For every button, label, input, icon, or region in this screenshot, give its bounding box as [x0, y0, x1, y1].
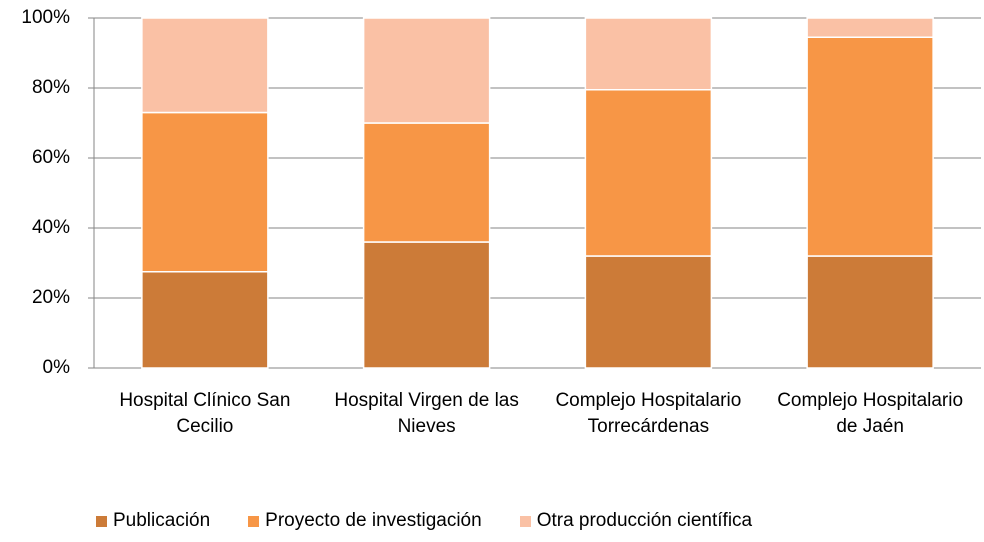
- bar-segment: [584, 255, 713, 369]
- bar-segment: [806, 17, 934, 38]
- bar-segment: [141, 111, 269, 273]
- x-tick-label: Complejo Hospitalario Torrecárdenas: [555, 390, 742, 437]
- legend-item: Proyecto de investigación: [248, 510, 482, 532]
- y-tick-label: 80%: [32, 77, 70, 98]
- y-tick-label: 60%: [32, 147, 70, 168]
- x-tick-label: Complejo Hospitalario de Jaén: [777, 390, 964, 437]
- y-tick-label: 100%: [21, 7, 70, 28]
- y-tick-label: 40%: [32, 217, 70, 238]
- y-tick-label: 20%: [32, 287, 70, 308]
- bar-segment: [141, 271, 269, 369]
- legend-label: Otra producción científica: [536, 510, 753, 531]
- y-tick-label: 0%: [43, 357, 71, 378]
- bar-segment: [584, 89, 713, 257]
- bar-segment: [362, 241, 491, 369]
- legend-label: Publicación: [113, 510, 211, 531]
- legend: Publicación Proyecto de investigación Otra…: [96, 510, 790, 532]
- bar-segment: [141, 17, 269, 114]
- legend-swatch: [96, 515, 107, 527]
- legend-swatch: [519, 515, 531, 527]
- x-tick-label: Hospital Virgen de las Nieves: [334, 390, 519, 437]
- legend-item: Publicación: [96, 510, 210, 532]
- x-tick-label: Hospital Clínico San Cecilio: [119, 390, 291, 437]
- legend-label: Proyecto de investigación: [265, 510, 482, 531]
- legend-item: Otra producción científica: [519, 510, 753, 532]
- bar-segment: [362, 122, 491, 243]
- bar-segment: [584, 17, 713, 91]
- bar-segment: [806, 36, 934, 257]
- bar-segment: [806, 255, 934, 369]
- legend-swatch: [248, 515, 260, 527]
- bar-segment: [362, 17, 491, 124]
